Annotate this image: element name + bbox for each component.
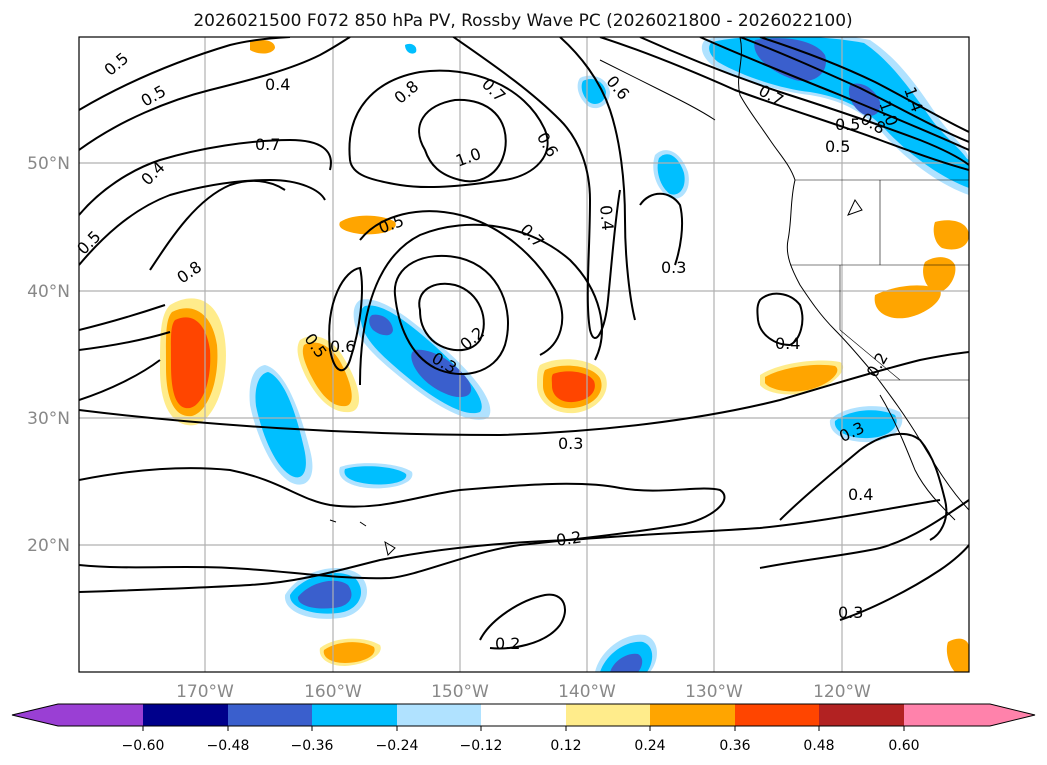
lon-label: 160°W <box>304 682 362 702</box>
colorbar-tick-label: −0.24 <box>376 738 419 754</box>
contour-label: 0.5 <box>825 137 850 156</box>
lon-label: 120°W <box>813 682 871 702</box>
colorbar-segment <box>143 704 228 726</box>
negative-anomaly-shading <box>249 37 969 672</box>
contour-label: 0.4 <box>596 204 617 231</box>
colorbar: −0.60 −0.48 −0.36 −0.24 −0.12 0.12 0.24 … <box>11 703 1036 754</box>
colorbar-outline <box>11 703 1036 727</box>
lon-label: 170°W <box>176 682 234 702</box>
contour-label: 0.6 <box>330 337 355 356</box>
contour-label: 0.4 <box>265 75 290 94</box>
colorbar-segment <box>904 704 990 726</box>
pv-contours <box>79 37 969 650</box>
contour-label: 0.5 <box>835 115 860 134</box>
colorbar-segment <box>228 704 312 726</box>
colorbar-segment <box>650 704 735 726</box>
colorbar-tick-label: −0.12 <box>460 738 503 754</box>
colorbar-segment <box>566 704 650 726</box>
colorbar-tick-label: 0.36 <box>719 738 750 754</box>
lat-label: 40°N <box>27 282 70 302</box>
contour-label: 0.2 <box>555 527 583 549</box>
colorbar-right-arrow <box>990 704 1035 726</box>
colorbar-segment <box>481 704 566 726</box>
colorbar-segment <box>312 704 397 726</box>
colorbar-tick-label: 0.60 <box>888 738 919 754</box>
contour-label: 0.4 <box>775 334 800 353</box>
colorbar-tick-label: −0.60 <box>122 738 165 754</box>
colorbar-tick-label: −0.48 <box>207 738 250 754</box>
lon-label: 150°W <box>431 682 489 702</box>
contour-label: 0.2 <box>495 634 520 653</box>
colorbar-tick-label: −0.36 <box>291 738 334 754</box>
colorbar-segment <box>58 704 143 726</box>
coastlines <box>329 37 969 556</box>
lat-label: 30°N <box>27 409 70 429</box>
colorbar-tick-label: 0.48 <box>803 738 834 754</box>
lon-label: 140°W <box>558 682 616 702</box>
lon-label: 130°W <box>685 682 743 702</box>
contour-label: 0.3 <box>558 434 583 453</box>
map-background <box>79 37 969 672</box>
colorbar-segment <box>819 704 904 726</box>
map-title: 2026021500 F072 850 hPa PV, Rossby Wave … <box>193 11 852 31</box>
contour-label: 0.3 <box>661 258 686 277</box>
colorbar-left-arrow <box>12 704 58 726</box>
colorbar-tick-label: 0.12 <box>550 738 581 754</box>
lat-label: 20°N <box>27 536 70 556</box>
colorbar-segment <box>735 704 819 726</box>
colorbar-tick-label: 0.24 <box>634 738 665 754</box>
contour-label: 0.3 <box>838 603 863 622</box>
colorbar-segment <box>397 704 481 726</box>
contour-label: 0.7 <box>255 135 280 154</box>
latitude-labels: 50°N 40°N 30°N 20°N <box>27 154 70 556</box>
lat-label: 50°N <box>27 154 70 174</box>
map-frame <box>78 36 970 673</box>
longitude-labels: 170°W 160°W 150°W 140°W 130°W 120°W <box>176 682 871 702</box>
contour-label: 0.4 <box>848 485 873 504</box>
state-borders <box>790 179 969 381</box>
map-area: 0.5 0.5 0.4 0.4 0.5 0.7 0.8 1.0 0.8 0.7 … <box>73 36 970 673</box>
